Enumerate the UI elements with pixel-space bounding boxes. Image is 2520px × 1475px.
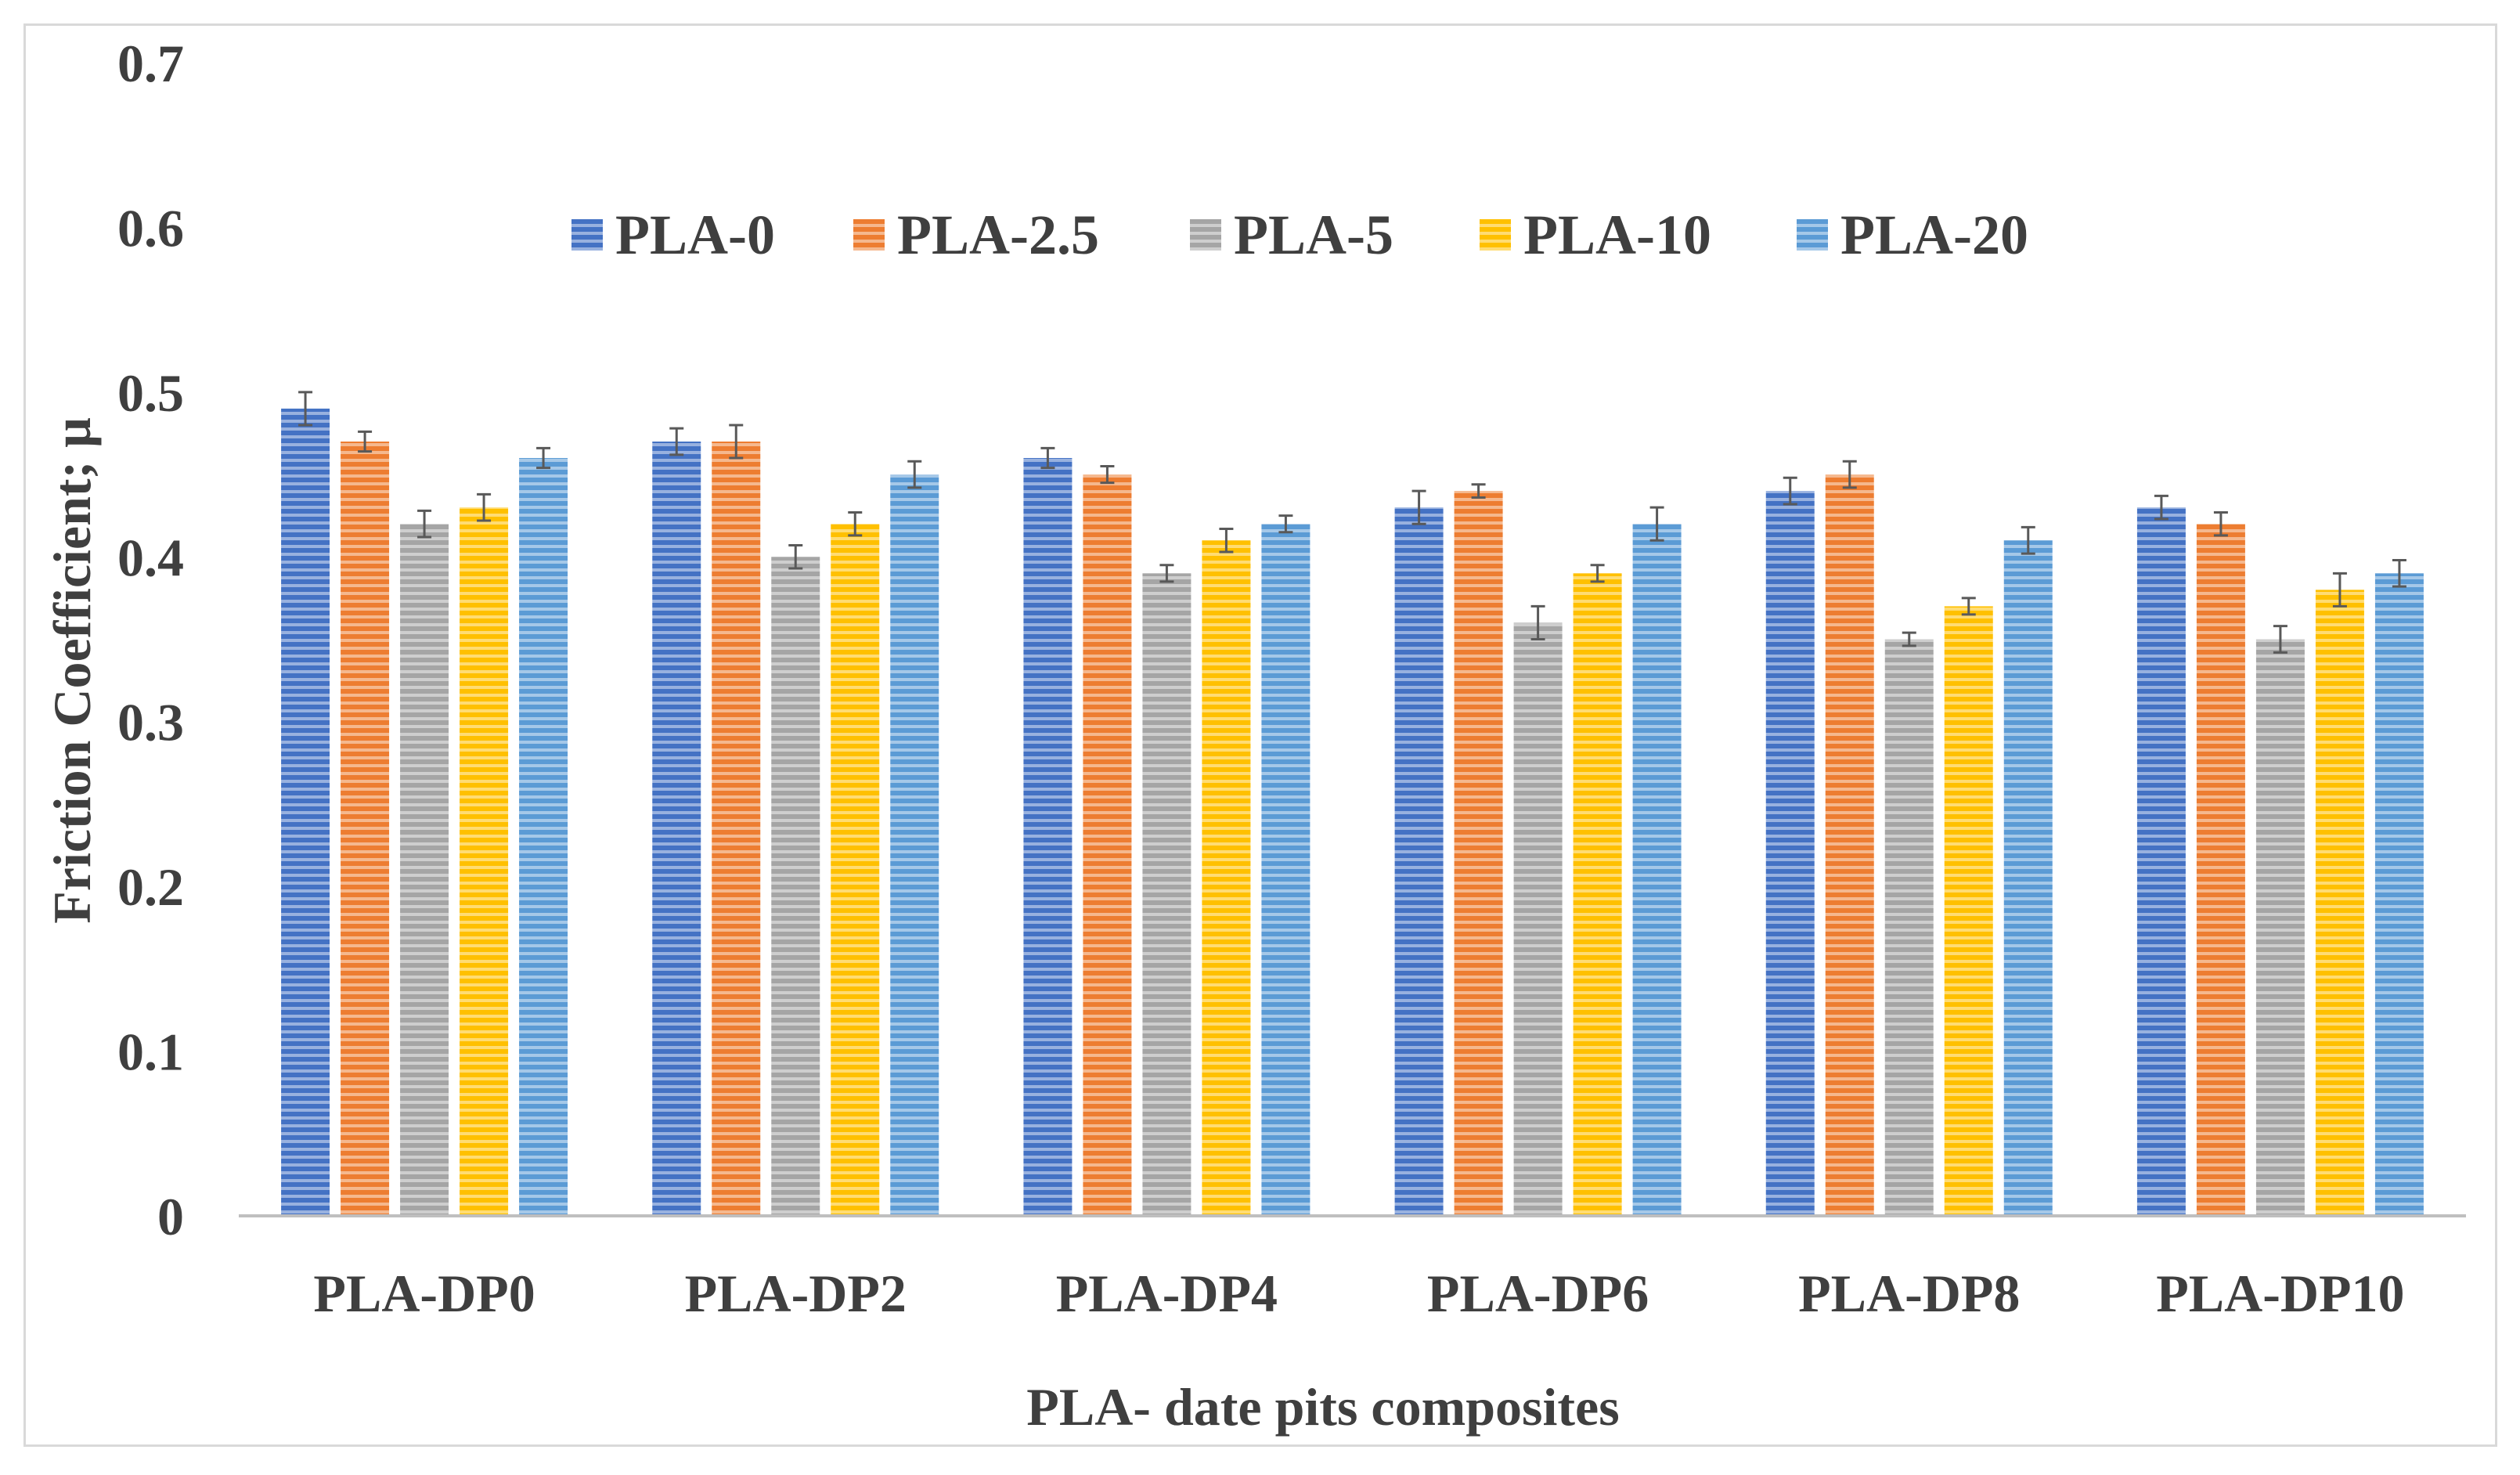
x-axis-title: PLA- date pits composites bbox=[1026, 1377, 1619, 1437]
bar-pla-0-pla-dp2 bbox=[652, 441, 701, 1216]
bar-pla-5-pla-dp6 bbox=[1513, 622, 1563, 1216]
error-bar bbox=[1902, 631, 1916, 647]
bar-pla-2.5-pla-dp6 bbox=[1454, 491, 1503, 1216]
bars-group bbox=[281, 391, 2424, 1216]
x-category-label: PLA-DP8 bbox=[1798, 1264, 2020, 1323]
error-bar bbox=[1278, 514, 1293, 534]
bar-pla-20-pla-dp2 bbox=[890, 474, 939, 1216]
legend: PLA-0 PLA-2.5 PLA-5 PLA-10 PLA-20 bbox=[571, 204, 2028, 266]
legend-swatch-pla-10 bbox=[1480, 219, 1511, 251]
error-bar bbox=[1842, 460, 1857, 489]
y-axis-title: Friction Coefficient; μ bbox=[42, 417, 102, 924]
bar-pla-2.5-pla-dp2 bbox=[712, 441, 761, 1216]
bar-pla-20-pla-dp10 bbox=[2374, 573, 2424, 1216]
bar-pla-0-pla-dp10 bbox=[2136, 507, 2186, 1216]
y-tick-label: 0.3 bbox=[117, 693, 184, 752]
error-bar bbox=[2154, 494, 2168, 521]
bar-pla-5-pla-dp0 bbox=[400, 524, 449, 1216]
bar-pla-5-pla-dp8 bbox=[1884, 639, 1934, 1216]
error-bar bbox=[1961, 597, 1976, 616]
error-bar bbox=[1590, 564, 1605, 583]
y-tick-label: 0.6 bbox=[117, 198, 184, 258]
legend-swatch-pla-2.5 bbox=[853, 219, 885, 251]
error-bar bbox=[1411, 489, 1426, 525]
error-bar bbox=[417, 509, 432, 539]
bar-pla-10-pla-dp2 bbox=[831, 524, 880, 1216]
error-bar bbox=[1783, 476, 1797, 506]
bar-pla-0-pla-dp6 bbox=[1394, 507, 1444, 1216]
error-bar bbox=[2021, 525, 2035, 555]
legend-swatch-pla-0 bbox=[571, 219, 603, 251]
y-axis-ticks: 0 0.1 0.2 0.3 0.4 0.5 0.6 0.7 bbox=[117, 34, 184, 1246]
error-bar bbox=[2392, 558, 2406, 588]
y-tick-label: 0.4 bbox=[117, 528, 184, 587]
bar-pla-0-pla-dp0 bbox=[281, 408, 330, 1216]
bar-pla-10-pla-dp4 bbox=[1202, 540, 1251, 1216]
error-bar bbox=[1219, 528, 1234, 554]
bar-pla-2.5-pla-dp8 bbox=[1825, 474, 1874, 1216]
x-category-label: PLA-DP10 bbox=[2156, 1264, 2404, 1323]
y-tick-label: 0.1 bbox=[117, 1022, 184, 1082]
bar-pla-0-pla-dp8 bbox=[1765, 491, 1815, 1216]
legend-label-pla-0: PLA-0 bbox=[615, 204, 775, 266]
y-tick-label: 0.7 bbox=[117, 34, 184, 93]
error-bar bbox=[358, 430, 373, 453]
error-bar bbox=[536, 446, 551, 470]
error-bar bbox=[669, 427, 684, 456]
error-bar bbox=[1100, 465, 1115, 485]
error-bar bbox=[907, 460, 922, 489]
bar-pla-20-pla-dp8 bbox=[2003, 540, 2053, 1216]
bar-pla-2.5-pla-dp0 bbox=[341, 441, 390, 1216]
legend-swatch-pla-5 bbox=[1190, 219, 1221, 251]
error-bar bbox=[2273, 625, 2287, 654]
bar-pla-5-pla-dp10 bbox=[2255, 639, 2305, 1216]
x-axis-category-labels: PLA-DP0 PLA-DP2 PLA-DP4 PLA-DP6 PLA-DP8 PLA-D… bbox=[313, 1264, 2404, 1323]
bar-pla-10-pla-dp8 bbox=[1944, 606, 1993, 1216]
x-category-label: PLA-DP4 bbox=[1056, 1264, 1278, 1323]
error-bar bbox=[729, 424, 744, 460]
error-bar bbox=[1471, 483, 1486, 499]
bar-pla-2.5-pla-dp10 bbox=[2196, 524, 2245, 1216]
error-bar bbox=[1530, 604, 1545, 640]
legend-label-pla-10: PLA-10 bbox=[1523, 204, 1711, 266]
legend-label-pla-20: PLA-20 bbox=[1840, 204, 2028, 266]
bar-pla-0-pla-dp4 bbox=[1023, 458, 1073, 1216]
error-bar bbox=[848, 510, 863, 537]
bar-pla-10-pla-dp0 bbox=[460, 507, 509, 1216]
error-bar bbox=[2213, 510, 2228, 537]
x-category-label: PLA-DP2 bbox=[685, 1264, 907, 1323]
x-category-label: PLA-DP0 bbox=[313, 1264, 535, 1323]
error-bar bbox=[1040, 446, 1055, 470]
bar-pla-5-pla-dp4 bbox=[1142, 573, 1192, 1216]
y-tick-label: 0.2 bbox=[117, 857, 184, 917]
error-bar bbox=[1159, 564, 1174, 583]
error-bar bbox=[1649, 506, 1664, 542]
bar-pla-20-pla-dp0 bbox=[519, 458, 568, 1216]
legend-swatch-pla-20 bbox=[1797, 219, 1828, 251]
bar-pla-10-pla-dp6 bbox=[1573, 573, 1622, 1216]
legend-label-pla-2.5: PLA-2.5 bbox=[897, 204, 1099, 266]
bar-pla-20-pla-dp6 bbox=[1632, 524, 1682, 1216]
bar-pla-2.5-pla-dp4 bbox=[1083, 474, 1132, 1216]
bar-pla-5-pla-dp2 bbox=[771, 557, 820, 1216]
bar-pla-20-pla-dp4 bbox=[1261, 524, 1310, 1216]
error-bar bbox=[298, 391, 313, 427]
error-bar bbox=[788, 544, 803, 570]
y-tick-label: 0.5 bbox=[117, 363, 184, 423]
y-tick-label: 0 bbox=[157, 1187, 184, 1246]
error-bar bbox=[2332, 572, 2347, 608]
legend-label-pla-5: PLA-5 bbox=[1234, 204, 1393, 266]
error-bar bbox=[477, 492, 492, 522]
x-category-label: PLA-DP6 bbox=[1427, 1264, 1649, 1323]
bar-pla-10-pla-dp10 bbox=[2315, 590, 2364, 1216]
